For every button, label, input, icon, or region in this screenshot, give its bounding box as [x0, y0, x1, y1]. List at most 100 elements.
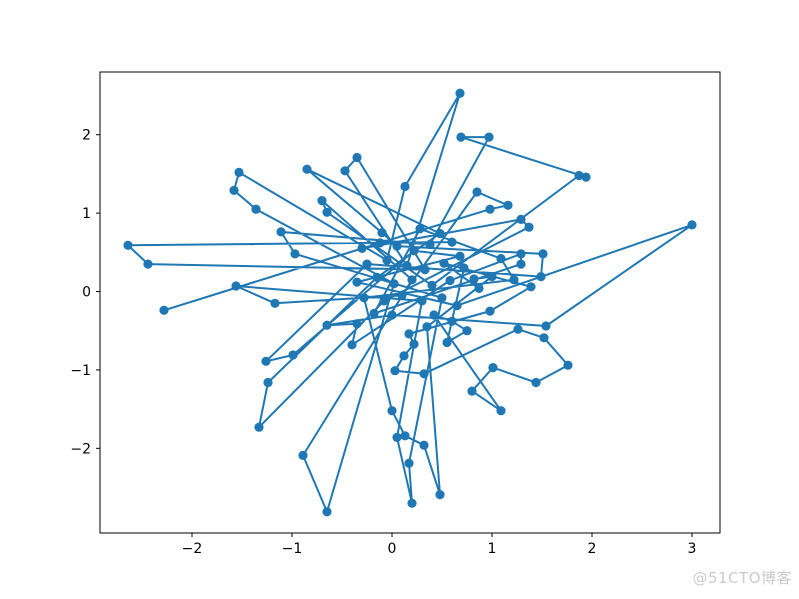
data-point: [372, 272, 382, 282]
data-point: [420, 265, 430, 275]
data-point: [427, 280, 437, 290]
data-point: [359, 293, 369, 303]
data-point: [485, 204, 495, 214]
data-point: [288, 350, 298, 360]
data-point: [290, 249, 300, 259]
y-tick-label: 2: [82, 128, 91, 144]
data-point: [123, 240, 133, 250]
data-point: [276, 227, 286, 237]
data-point: [419, 440, 429, 450]
data-point: [400, 181, 410, 192]
data-point: [513, 324, 523, 334]
data-point: [425, 239, 435, 250]
data-point: [439, 258, 449, 268]
series-line: [127, 92, 693, 513]
data-point: [456, 132, 466, 142]
data-point: [347, 340, 357, 350]
data-point: [352, 277, 362, 287]
data-point: [392, 432, 402, 442]
data-point: [362, 259, 372, 269]
data-point: [503, 200, 513, 210]
data-point: [387, 406, 397, 416]
data-point: [375, 238, 385, 248]
data-point: [231, 281, 241, 291]
data-point: [496, 406, 506, 416]
data-point: [563, 360, 573, 370]
x-tick-label: 2: [588, 541, 597, 557]
y-tick-label: −1: [70, 363, 91, 379]
data-point: [379, 296, 389, 306]
data-point: [404, 458, 414, 468]
data-point: [159, 305, 169, 315]
data-point: [251, 204, 261, 214]
data-point: [484, 132, 494, 142]
y-tick-label: 1: [82, 206, 91, 222]
data-point: [409, 246, 419, 256]
data-point: [487, 272, 497, 282]
data-point: [538, 249, 548, 259]
x-tick-label: 1: [488, 541, 497, 557]
data-point: [536, 272, 546, 282]
y-tick-label: 0: [82, 285, 91, 301]
x-tick-label: −1: [282, 541, 303, 557]
data-point: [459, 263, 469, 273]
data-point: [539, 333, 549, 343]
data-point: [254, 422, 264, 432]
data-point: [382, 255, 392, 265]
data-point: [462, 326, 472, 336]
data-point: [390, 366, 400, 376]
data-point: [404, 329, 414, 339]
x-tick-label: −2: [182, 541, 203, 557]
data-point: [407, 498, 417, 508]
data-point: [415, 224, 425, 234]
data-point: [467, 386, 477, 396]
data-point: [322, 320, 332, 330]
data-point: [377, 228, 387, 238]
data-point: [399, 351, 409, 361]
data-point: [474, 283, 484, 293]
data-point: [516, 249, 526, 259]
data-point: [322, 507, 332, 517]
data-point: [455, 251, 465, 261]
data-point: [229, 185, 239, 195]
data-point: [524, 222, 534, 232]
data-point: [352, 152, 362, 163]
data-point: [389, 279, 399, 289]
y-tick-label: −2: [70, 441, 91, 457]
data-point: [541, 321, 551, 331]
data-point: [419, 369, 429, 379]
data-point: [417, 296, 427, 306]
data-point: [496, 254, 506, 264]
data-point: [581, 172, 591, 182]
data-point: [407, 275, 417, 285]
data-point: [516, 214, 526, 224]
data-point: [234, 167, 244, 177]
data-point: [302, 164, 312, 174]
data-point: [263, 377, 273, 388]
data-point: [469, 274, 479, 284]
data-point: [531, 377, 541, 388]
data-point: [516, 259, 526, 269]
data-point: [437, 293, 447, 303]
data-point: [429, 310, 439, 320]
data-point: [387, 310, 397, 320]
axes-spines: [99, 71, 721, 534]
data-point: [509, 275, 519, 285]
data-point: [357, 243, 367, 253]
data-point: [369, 308, 379, 319]
data-point: [397, 290, 407, 300]
data-point: [442, 337, 452, 348]
data-point: [317, 196, 327, 206]
data-point: [261, 356, 271, 366]
data-point: [392, 241, 402, 251]
data-point: [488, 363, 498, 373]
x-tick-label: 3: [688, 541, 697, 557]
data-point: [435, 490, 445, 500]
data-point: [447, 316, 457, 326]
data-point: [447, 237, 457, 247]
data-point: [485, 306, 495, 316]
data-point: [143, 259, 153, 269]
data-point: [452, 301, 462, 311]
